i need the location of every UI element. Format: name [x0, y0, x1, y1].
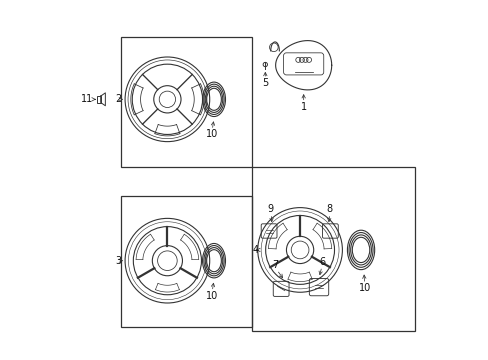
- Text: 8: 8: [326, 204, 332, 215]
- Text: 10: 10: [358, 283, 370, 293]
- Bar: [121, 196, 251, 327]
- Text: 10: 10: [205, 130, 218, 139]
- Bar: [251, 167, 414, 330]
- Bar: [121, 37, 251, 167]
- Text: 2: 2: [115, 94, 121, 104]
- Text: 11: 11: [81, 94, 93, 104]
- Bar: [97, 96, 101, 103]
- Text: 4: 4: [252, 245, 259, 255]
- Text: 5: 5: [262, 78, 268, 88]
- Text: 1: 1: [300, 102, 306, 112]
- Text: 3: 3: [115, 256, 121, 266]
- Text: 9: 9: [267, 204, 273, 215]
- Text: 7: 7: [272, 260, 278, 270]
- Text: 6: 6: [319, 257, 325, 267]
- Text: 10: 10: [205, 291, 218, 301]
